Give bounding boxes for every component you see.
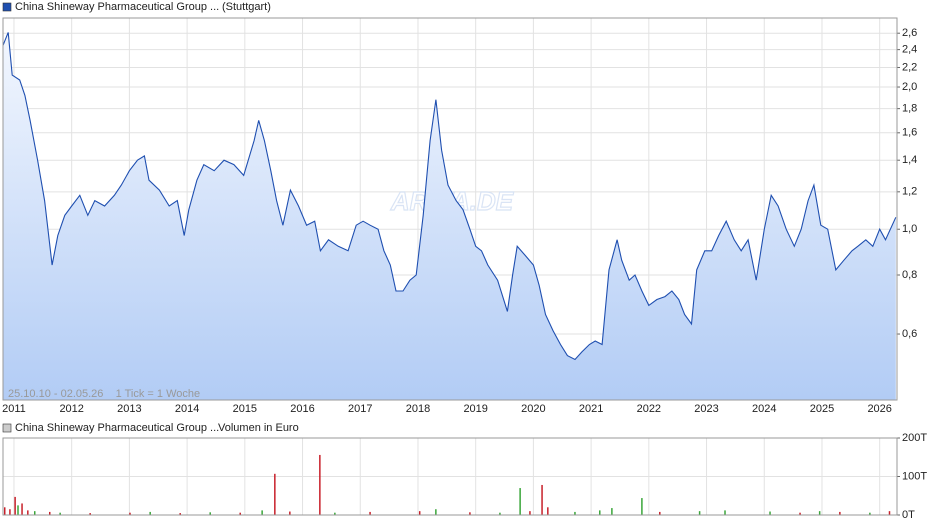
annotation: 25.10.10 - 02.05.26 1 Tick = 1 Woche (8, 388, 200, 400)
volume-bar (48, 511, 51, 515)
y-tick-label: 2,4 (902, 44, 917, 56)
volume-bar (659, 511, 661, 515)
x-tick-label: 2017 (348, 403, 372, 415)
volume-bar (274, 473, 276, 515)
volume-bar (129, 512, 131, 515)
plot-border (2, 437, 898, 516)
volume-bar (334, 512, 336, 515)
volume-bar (541, 484, 543, 515)
legend-marker (2, 2, 12, 12)
volume-bar (839, 511, 841, 515)
y-tick-label: 200T (902, 432, 927, 444)
volume-bar (261, 510, 263, 515)
volume-bar (9, 509, 11, 515)
x-tick-label: 2012 (59, 403, 83, 415)
volume-bar (3, 507, 6, 515)
volume-bar (499, 512, 501, 515)
volume-bar (547, 507, 549, 515)
volume-bar (209, 512, 211, 515)
volume-bar (369, 511, 371, 515)
price-area (3, 32, 896, 401)
chart-title: China Shineway Pharmaceutical Group ... (15, 1, 219, 13)
volume-bar (799, 512, 801, 515)
plot-border (2, 17, 898, 401)
y-tick-label: 1,8 (902, 103, 917, 115)
volume-bar (21, 503, 23, 515)
volume-bar (179, 513, 181, 515)
volume-bar (724, 510, 726, 515)
y-tick-label: 100T (902, 470, 927, 482)
y-tick-label: 1,6 (902, 127, 917, 139)
y-tick-label: 0,8 (902, 269, 917, 281)
volume-panel: 0T 100T 200T (2, 432, 927, 521)
x-tick-label: 2014 (175, 403, 199, 415)
x-tick-label: 2019 (463, 403, 487, 415)
volume-bar (574, 511, 576, 515)
volume-bar (869, 512, 871, 515)
x-tick-label: 2018 (406, 403, 430, 415)
x-tick-label: 2023 (694, 403, 718, 415)
volume-bar (289, 511, 291, 515)
volume-bar (888, 511, 891, 515)
volume-bar (519, 488, 521, 515)
volume-bar (418, 511, 421, 515)
volume-bar (149, 511, 151, 515)
y-tick-label: 2,2 (902, 61, 917, 73)
volume-bar (818, 511, 821, 515)
volume-bar (27, 510, 29, 515)
volume-bar (641, 498, 643, 515)
x-tick-label: 2015 (233, 403, 257, 415)
chart-subtitle: (Stuttgart) (222, 1, 271, 13)
volume-bar (769, 511, 771, 515)
volume-bar (33, 511, 36, 515)
volume-bar (599, 510, 601, 515)
x-tick-label: 2011 (2, 403, 26, 415)
y-tick-label: 2,0 (902, 81, 917, 93)
y-tick-label: 2,6 (902, 27, 917, 39)
volume-bar (319, 454, 321, 515)
y-tick-label: 1,0 (902, 223, 917, 235)
x-tick-label: 2016 (290, 403, 314, 415)
legend-marker (2, 423, 12, 433)
x-tick-label: 2024 (752, 403, 776, 415)
y-tick-label: 1,4 (902, 154, 917, 166)
volume-bar (611, 508, 613, 515)
price-line (2, 32, 897, 361)
x-tick-label: 2025 (810, 403, 834, 415)
volume-bar (435, 509, 437, 515)
volume-bar (239, 512, 241, 515)
volume-bar (59, 512, 61, 515)
volume-bar (89, 513, 91, 515)
y-tick-label: 0T (902, 509, 915, 521)
price-panel: 0,60,81,01,21,41,61,82,02,22,42,6ARIVA.D… (2, 17, 917, 415)
volume-subtitle: Volumen in Euro (218, 422, 299, 434)
volume-bar (17, 505, 19, 515)
volume-bar (529, 511, 531, 515)
x-tick-label: 2026 (867, 403, 891, 415)
x-tick-label: 2013 (117, 403, 141, 415)
x-tick-label: 2022 (637, 403, 661, 415)
volume-title: China Shineway Pharmaceutical Group ... (15, 422, 219, 434)
y-tick-label: 1,2 (902, 186, 917, 198)
volume-bar (698, 511, 701, 515)
x-tick-label: 2020 (521, 403, 545, 415)
volume-bar (469, 512, 471, 515)
y-tick-label: 0,6 (902, 328, 917, 340)
volume-bar (14, 496, 16, 515)
x-tick-label: 2021 (579, 403, 603, 415)
